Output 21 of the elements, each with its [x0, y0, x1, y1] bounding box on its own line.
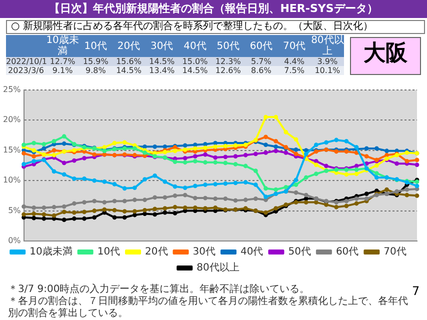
legend-label: 10代: [97, 246, 120, 258]
legend-label: 10歳未満: [30, 246, 72, 258]
chart-title: 【日次】年代別新規陽性者の割合（報告日別、HER-SYSデータ）: [0, 0, 427, 18]
chart-subtitle: ○ 新規陽性者に占める各年代の割合を時系列で整理したもの。（大阪、日次化）: [6, 20, 425, 34]
text: 7: [412, 284, 420, 298]
legend-label: 50代: [288, 246, 311, 258]
y-tick-label: 0%: [8, 236, 22, 246]
text: ＊各月の割合は、７日間移動平均の値を用いて各月の陽性者数を累積化した上で、各年代別の割合を算出している。: [8, 296, 408, 320]
legend-label: 60代: [336, 246, 359, 258]
legend-label: 80代以上: [196, 262, 240, 274]
text: ＊3/7 9:00時点の入力データを基に算出。年齢不詳は除いている。: [8, 284, 311, 296]
legend-label: 20代: [145, 246, 168, 258]
legend-label: 30代: [192, 246, 216, 258]
y-tick-label: 25%: [3, 84, 22, 94]
legend-label: 40代: [240, 246, 264, 258]
y-tick-label: 15%: [3, 145, 22, 154]
legend-label: 70代: [384, 246, 406, 258]
y-tick-label: 5%: [8, 206, 22, 215]
y-tick-label: 20%: [3, 115, 22, 124]
text: 大阪: [350, 37, 421, 75]
y-tick-label: 10%: [3, 176, 22, 185]
